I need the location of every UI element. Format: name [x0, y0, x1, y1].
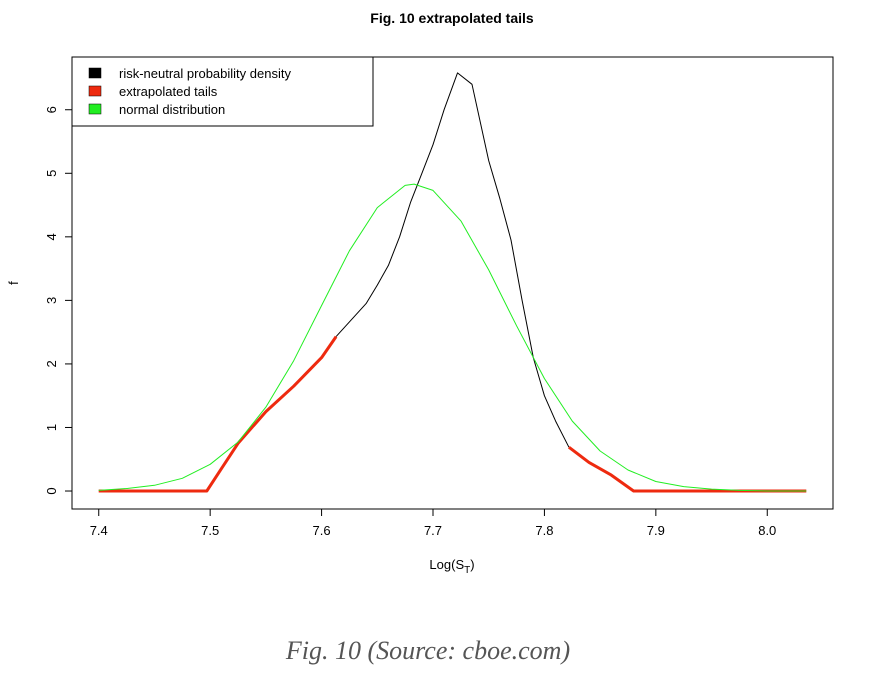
legend-label: normal distribution [119, 102, 225, 117]
legend-label: extrapolated tails [119, 84, 218, 99]
y-tick-label: 5 [44, 170, 59, 177]
series-line [335, 72, 570, 448]
y-tick-label: 4 [44, 233, 59, 240]
y-axis-label: f [6, 281, 21, 285]
legend-swatch [88, 67, 102, 79]
legend-label: risk-neutral probability density [119, 66, 291, 81]
y-tick-label: 6 [44, 106, 59, 113]
x-axis-label-base: Log(S [429, 557, 464, 572]
x-tick-label: 7.6 [313, 523, 331, 538]
x-axis-label-sub: T [464, 565, 470, 576]
x-axis-label-close: ) [470, 557, 474, 572]
legend-swatch [88, 85, 102, 97]
series-line [98, 183, 807, 492]
y-tick-label: 0 [44, 487, 59, 494]
caption: Fig. 10 (Source: cboe.com) [285, 636, 570, 665]
x-tick-label: 7.5 [201, 523, 219, 538]
y-tick-label: 1 [44, 424, 59, 431]
series-line [98, 335, 807, 493]
chart-title: Fig. 10 extrapolated tails [370, 10, 534, 26]
legend-swatch [88, 103, 102, 115]
x-tick-label: 7.4 [90, 523, 108, 538]
x-axis-label: Log(ST) [429, 557, 474, 576]
x-tick-label: 7.9 [647, 523, 665, 538]
plot-frame [71, 56, 834, 510]
x-tick-label: 7.8 [535, 523, 553, 538]
y-tick-label: 2 [44, 360, 59, 367]
x-tick-label: 8.0 [758, 523, 776, 538]
x-tick-label: 7.7 [424, 523, 442, 538]
legend-box [71, 56, 374, 127]
y-tick-label: 3 [44, 297, 59, 304]
